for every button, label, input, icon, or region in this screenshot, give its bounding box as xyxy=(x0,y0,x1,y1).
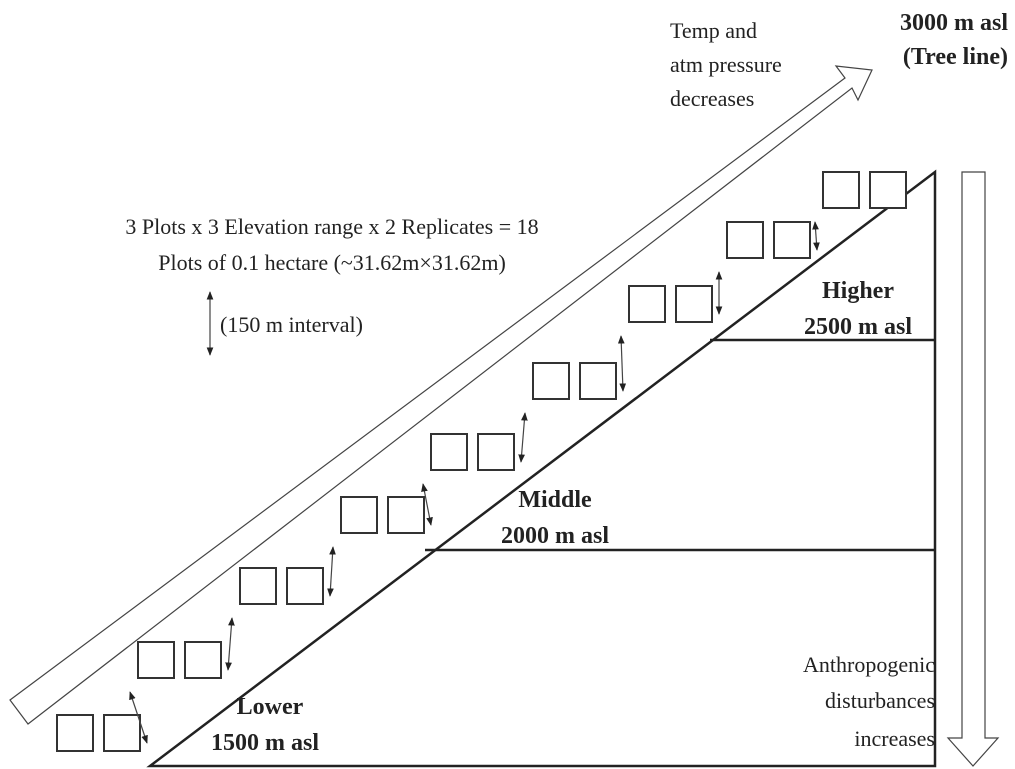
plot-link xyxy=(518,412,528,463)
plot-link xyxy=(421,483,433,526)
plot-link xyxy=(129,691,148,744)
zone-elevation: 2500 m asl xyxy=(804,314,912,340)
plot xyxy=(869,171,907,209)
zone-name: Lower xyxy=(237,694,304,720)
top-note: Temp and xyxy=(670,18,757,43)
plot-link xyxy=(327,546,336,597)
plot xyxy=(137,641,175,679)
plot xyxy=(56,714,94,752)
plot xyxy=(239,567,277,605)
zone-elevation: 1500 m asl xyxy=(211,730,319,756)
plot xyxy=(477,433,515,471)
plot xyxy=(532,362,570,400)
tree-line: 3000 m asl xyxy=(900,10,1008,36)
design-note: 3 Plots x 3 Elevation range x 2 Replicat… xyxy=(125,214,538,239)
plot xyxy=(579,362,617,400)
plots xyxy=(56,171,907,752)
plot xyxy=(286,567,324,605)
disturbance-arrow xyxy=(946,171,1000,767)
plot xyxy=(628,285,666,323)
plot xyxy=(103,714,141,752)
side-note: disturbances xyxy=(825,688,935,713)
plot xyxy=(340,496,378,534)
top-note: atm pressure xyxy=(670,52,782,77)
plot xyxy=(184,641,222,679)
interval: (150 m interval) xyxy=(220,312,363,337)
plot xyxy=(675,285,713,323)
plot-link xyxy=(225,617,235,671)
plot-link xyxy=(617,335,627,392)
design-note: Plots of 0.1 hectare (~31.62m×31.62m) xyxy=(158,250,506,275)
plot xyxy=(726,221,764,259)
top-note: decreases xyxy=(670,86,754,111)
plot xyxy=(387,496,425,534)
plot xyxy=(430,433,468,471)
zone-name: Middle xyxy=(518,487,592,513)
plot-link xyxy=(812,221,820,251)
plot xyxy=(773,221,811,259)
zone-elevation: 2000 m asl xyxy=(501,523,609,549)
side-note: increases xyxy=(854,726,935,751)
tree-line: (Tree line) xyxy=(903,44,1008,70)
plot xyxy=(822,171,860,209)
zone-name: Higher xyxy=(822,278,894,304)
mountain xyxy=(146,169,937,768)
gradient-arrow xyxy=(9,65,873,725)
side-note: Anthropogenic xyxy=(803,652,935,677)
